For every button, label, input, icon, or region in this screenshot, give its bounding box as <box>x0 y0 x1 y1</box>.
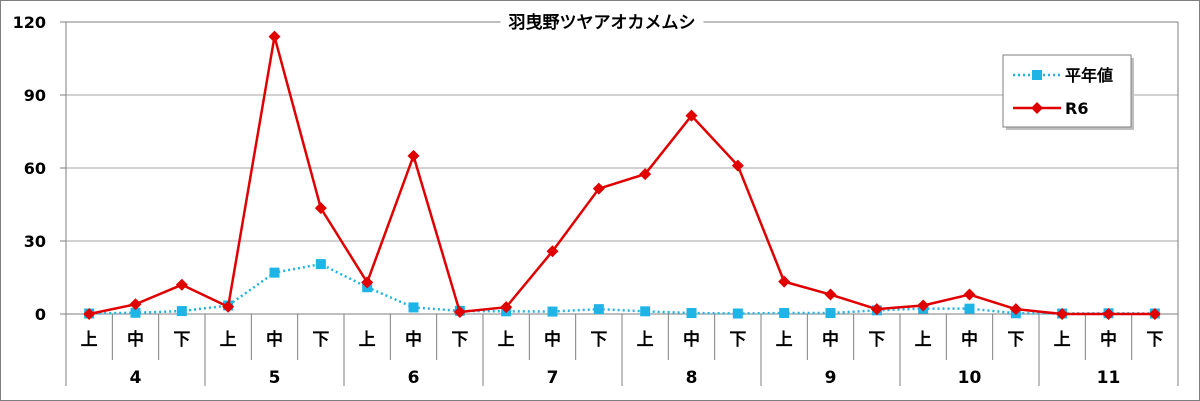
chart-title-background <box>500 12 704 34</box>
x-category-label: 上 <box>1054 330 1071 350</box>
legend-marker-square <box>1032 70 1042 80</box>
data-point-diamond <box>407 149 420 162</box>
legend-label-1: R6 <box>1065 99 1088 118</box>
data-point-square <box>547 306 558 317</box>
y-tick-label-90: 90 <box>24 86 46 105</box>
x-category-label: 上 <box>220 330 237 350</box>
x-month-label-10: 10 <box>958 368 982 388</box>
chart-title-group: 羽曳野ツヤアオカメムシ <box>500 12 704 34</box>
series-line-0 <box>89 262 1155 315</box>
data-point-diamond <box>592 182 605 195</box>
data-point-diamond <box>1056 308 1069 320</box>
x-month-label-9: 9 <box>825 368 837 388</box>
data-point-diamond <box>500 301 513 314</box>
x-category-label: 中 <box>544 329 561 350</box>
legend-marker-diamond <box>1031 102 1043 114</box>
x-category-label: 上 <box>81 330 98 350</box>
x-category-label: 上 <box>915 330 932 350</box>
x-category-label: 上 <box>637 330 654 350</box>
x-category-label: 下 <box>1007 330 1024 350</box>
data-point-square <box>130 307 141 318</box>
legend: 平年値 R6 <box>1002 54 1134 130</box>
legend-box <box>1002 54 1132 128</box>
data-point-diamond <box>963 288 976 301</box>
data-point-square <box>315 259 326 270</box>
data-point-square <box>408 302 419 313</box>
data-point-square <box>825 308 836 319</box>
x-category-label: 下 <box>451 330 468 350</box>
data-point-diamond <box>129 298 142 311</box>
y-tick-label-60: 60 <box>24 159 46 178</box>
x-category-label: 下 <box>868 330 885 350</box>
data-point-diamond <box>639 168 652 181</box>
x-category-label: 中 <box>683 329 700 350</box>
data-point-diamond <box>1148 308 1161 320</box>
x-category-label: 中 <box>405 329 422 350</box>
x-month-label-8: 8 <box>686 368 698 388</box>
data-point-diamond <box>546 245 559 258</box>
x-category-label: 下 <box>1146 330 1163 350</box>
data-point-square <box>593 304 604 315</box>
data-point-diamond <box>1009 303 1022 316</box>
data-point-diamond <box>870 303 883 316</box>
x-category-label: 中 <box>127 329 144 350</box>
x-category-label: 中 <box>1100 329 1117 350</box>
series-layer <box>83 30 1161 320</box>
x-month-label-5: 5 <box>269 368 281 388</box>
x-month-label-11: 11 <box>1097 368 1121 388</box>
data-point-diamond <box>222 300 235 313</box>
data-point-square <box>779 308 790 319</box>
x-category-label: 中 <box>266 329 283 350</box>
data-point-square <box>269 267 280 278</box>
data-point-square <box>732 308 743 319</box>
data-point-diamond <box>175 278 188 291</box>
chart-title: 羽曳野ツヤアオカメムシ <box>509 12 696 33</box>
data-point-square <box>640 306 651 317</box>
x-category-label: 中 <box>822 329 839 350</box>
data-point-diamond <box>361 276 374 289</box>
x-category-label: 下 <box>729 330 746 350</box>
data-point-diamond <box>778 275 791 288</box>
x-category-label: 下 <box>173 330 190 350</box>
data-point-diamond <box>917 299 930 312</box>
x-category-label: 下 <box>312 330 329 350</box>
data-point-diamond <box>685 109 698 122</box>
data-point-diamond <box>824 288 837 301</box>
x-category-label: 中 <box>961 329 978 350</box>
data-point-diamond <box>83 308 96 320</box>
data-point-square <box>686 308 697 319</box>
data-point-diamond <box>314 202 327 215</box>
series-line-1 <box>88 35 1155 316</box>
x-month-label-7: 7 <box>547 368 559 388</box>
axes: 0 30 60 90 120 上 中 下 上 中 下 上 中 下 上 中 下 上 中 下 上 中 下 上 中 下 上 中 下 4 5 6 7 8 9… <box>13 13 1179 388</box>
x-month-label-6: 6 <box>408 368 420 388</box>
series-1 <box>83 30 1161 320</box>
data-point-diamond <box>1102 308 1115 320</box>
y-tick-label-120: 120 <box>13 13 46 32</box>
x-month-label-4: 4 <box>130 368 142 388</box>
x-category-label: 下 <box>590 330 607 350</box>
data-point-diamond <box>268 30 281 43</box>
legend-label-0: 平年値 <box>1065 66 1113 85</box>
x-category-label: 上 <box>498 330 515 350</box>
x-category-label: 上 <box>359 330 376 350</box>
y-tick-label-30: 30 <box>24 232 46 251</box>
data-point-diamond <box>453 306 466 319</box>
data-point-diamond <box>731 159 744 172</box>
y-tick-label-0: 0 <box>35 305 46 324</box>
data-point-square <box>964 303 975 314</box>
data-point-square <box>176 306 187 317</box>
x-category-label: 上 <box>776 330 793 350</box>
